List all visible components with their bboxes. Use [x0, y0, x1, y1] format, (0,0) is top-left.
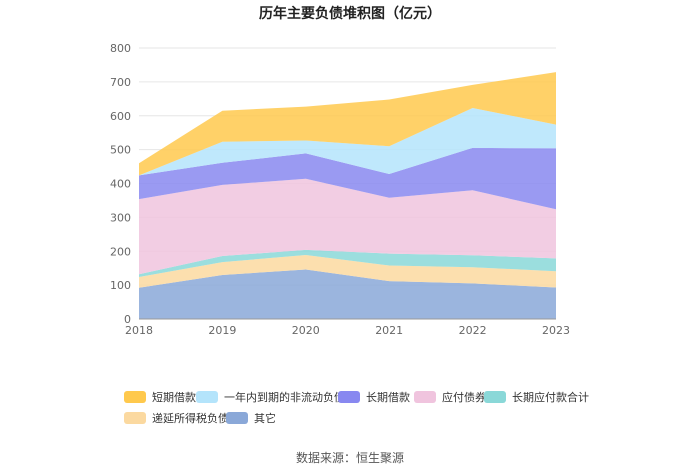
data-source-note: 数据来源：恒生聚源	[295, 451, 404, 465]
y-tick-label: 0	[124, 313, 131, 326]
area-series-0[interactable]	[139, 269, 556, 320]
x-axis-ticks: 2018 2019 2020 2021 2022 2023	[125, 318, 570, 337]
area-series-3[interactable]	[139, 178, 556, 275]
legend-label: 一年内到期的非流动负债	[224, 391, 345, 404]
y-tick-label: 700	[110, 76, 131, 89]
area-series-2[interactable]	[139, 249, 556, 277]
x-tick-label: 2021	[375, 324, 403, 337]
legend-label: 其它	[254, 412, 276, 425]
legend-swatch	[196, 391, 218, 403]
y-tick-label: 800	[110, 42, 131, 55]
x-tick-label: 2020	[292, 324, 320, 337]
area-series-1[interactable]	[139, 255, 556, 288]
legend-swatch	[414, 391, 436, 403]
legend-item[interactable]: 长期应付款合计	[484, 389, 589, 405]
legend-label: 短期借款	[152, 391, 196, 404]
legend-item[interactable]: 一年内到期的非流动负债	[196, 389, 345, 405]
area-series-6[interactable]	[139, 72, 556, 176]
legend-item[interactable]: 短期借款	[124, 389, 196, 405]
x-tick-label: 2019	[208, 324, 236, 337]
y-tick-label: 100	[110, 279, 131, 292]
legend-label: 递延所得税负债	[152, 412, 229, 425]
legend-swatch	[124, 412, 146, 424]
x-tick-label: 2023	[542, 324, 570, 337]
area-series	[139, 72, 556, 319]
legend-swatch	[338, 391, 360, 403]
legend-label: 长期借款	[366, 391, 410, 404]
legend-item[interactable]: 应付债券	[414, 389, 486, 405]
x-tick-label: 2022	[459, 324, 487, 337]
y-tick-label: 600	[110, 110, 131, 123]
y-tick-label: 400	[110, 178, 131, 191]
y-tick-label: 500	[110, 144, 131, 157]
legend-item[interactable]: 递延所得税负债	[124, 410, 229, 426]
legend-swatch	[484, 391, 506, 403]
x-tick-label: 2018	[125, 324, 153, 337]
legend-swatch	[226, 412, 248, 424]
y-tick-label: 300	[110, 211, 131, 224]
legend-item[interactable]: 长期借款	[338, 389, 410, 405]
legend-item[interactable]: 其它	[226, 410, 276, 426]
legend-label: 应付债券	[442, 391, 486, 404]
area-series-4[interactable]	[139, 147, 556, 210]
y-tick-label: 200	[110, 245, 131, 258]
chart-title: 历年主要负债堆积图（亿元）	[259, 6, 441, 22]
legend-swatch	[124, 391, 146, 403]
y-axis-ticks: 0 100 200 300 400 500 600 700 800	[110, 42, 131, 326]
area-series-5[interactable]	[139, 108, 556, 176]
legend-label: 长期应付款合计	[512, 391, 589, 404]
